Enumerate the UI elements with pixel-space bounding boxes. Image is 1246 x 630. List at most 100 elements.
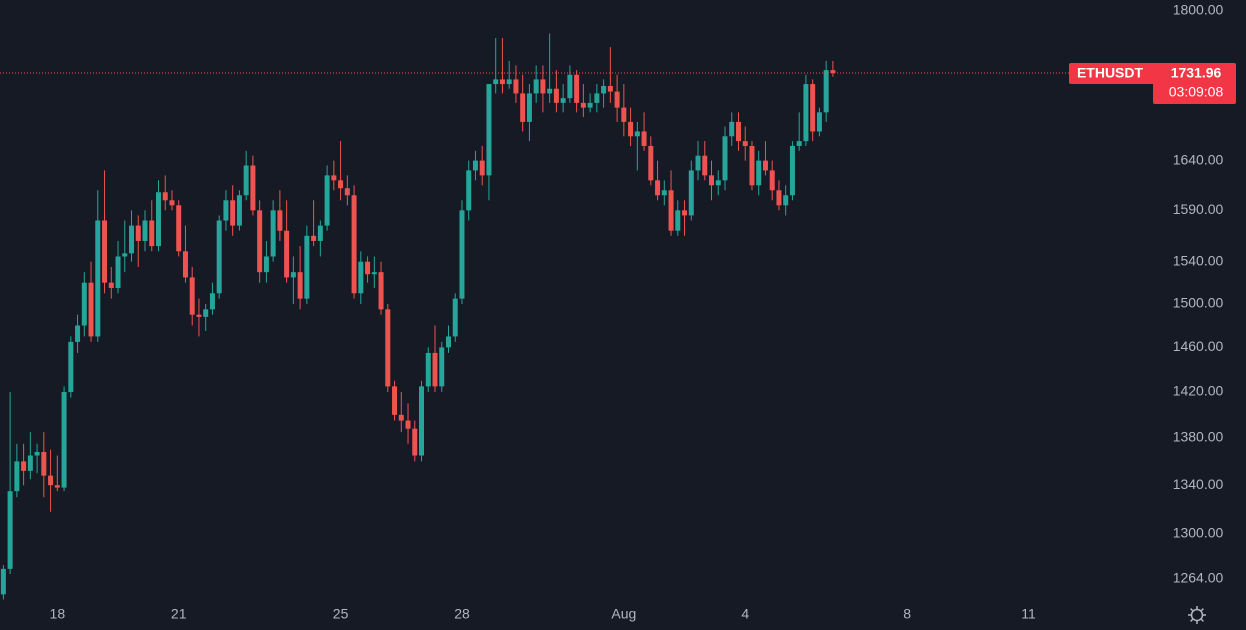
candle-body <box>405 420 411 429</box>
candle-body <box>284 230 290 278</box>
candle-body <box>641 131 647 146</box>
candle-body <box>742 141 748 146</box>
candle-body <box>68 341 74 393</box>
candle-body <box>27 455 33 471</box>
candle-body <box>155 192 161 247</box>
candle-body <box>209 293 215 310</box>
candle-body <box>263 256 269 273</box>
candle-body <box>445 336 451 348</box>
candle-body <box>358 261 364 294</box>
x-tick-label: 18 <box>50 606 66 622</box>
candle-body <box>661 190 667 196</box>
candle-body <box>628 121 634 137</box>
candle-body <box>81 282 87 326</box>
candle-body <box>594 93 600 103</box>
candle-body <box>466 170 472 211</box>
candle-body <box>452 298 458 337</box>
candle-body <box>574 74 580 103</box>
y-tick-label: 1500.00 <box>1173 295 1224 311</box>
candle-body <box>756 160 762 186</box>
settings-ring[interactable] <box>1190 608 1204 622</box>
candle-body <box>816 112 822 132</box>
candle-body <box>236 195 242 226</box>
candle-body <box>486 84 492 176</box>
x-tick-label: Aug <box>611 606 636 622</box>
candle-body <box>385 309 391 387</box>
candle-body <box>317 225 323 241</box>
candle-body <box>250 165 256 211</box>
candle-body <box>675 210 681 231</box>
candle-body <box>432 352 438 387</box>
candle-body <box>365 261 371 275</box>
candle-body <box>142 220 148 241</box>
candle-body <box>668 190 674 231</box>
candle-body <box>601 85 607 94</box>
y-tick-label: 1640.00 <box>1173 151 1224 167</box>
candle-body <box>439 347 445 387</box>
candle-body <box>392 386 398 415</box>
y-tick-label: 1800.00 <box>1173 2 1224 18</box>
candle-body <box>533 79 539 94</box>
candle-body <box>655 180 661 196</box>
candle-body <box>547 88 553 94</box>
symbol-tag-bg <box>1069 62 1236 84</box>
candle-body <box>776 190 782 206</box>
candle-body <box>735 121 741 142</box>
y-tick-label: 1300.00 <box>1173 525 1224 541</box>
candle-body <box>169 200 175 206</box>
candle-body <box>135 225 141 241</box>
candle-body <box>614 91 620 108</box>
candle-body <box>830 70 836 73</box>
candle-body <box>499 79 505 85</box>
countdown-label: 03:09:08 <box>1169 84 1224 100</box>
candle-body <box>122 253 128 257</box>
candle-body <box>48 475 54 486</box>
candle-body <box>297 272 303 299</box>
candle-body <box>695 155 701 171</box>
candle-body <box>709 175 715 186</box>
candle-body <box>331 175 337 181</box>
y-tick-label: 1590.00 <box>1173 201 1224 217</box>
candle-body <box>230 200 236 226</box>
candle-body <box>88 282 94 337</box>
candle-body <box>351 195 357 294</box>
candle-body <box>621 107 627 122</box>
candle-body <box>749 145 755 186</box>
candle-body <box>257 210 263 273</box>
candle-body <box>553 88 559 103</box>
settings-spokes[interactable] <box>1188 606 1206 624</box>
candle-body <box>560 98 566 103</box>
candle-body <box>371 272 377 275</box>
candle-body <box>398 414 404 421</box>
candle-body <box>176 205 182 252</box>
candle-body <box>472 160 478 171</box>
y-tick-label: 1460.00 <box>1173 338 1224 354</box>
candle-body <box>587 102 593 108</box>
candle-body <box>203 309 209 317</box>
candle-body <box>34 451 40 456</box>
symbol-label: ETHUSDT <box>1077 65 1144 81</box>
settings-icon[interactable] <box>1188 606 1206 624</box>
candle-body <box>54 485 60 488</box>
candle-body <box>338 180 344 189</box>
x-tick-label: 8 <box>903 606 911 622</box>
candle-body <box>0 568 6 595</box>
candle-body <box>223 200 229 221</box>
candle-body <box>526 93 532 122</box>
y-tick-label: 1264.00 <box>1173 570 1224 586</box>
x-tick-label: 25 <box>333 606 349 622</box>
x-tick-label: 28 <box>454 606 470 622</box>
candle-body <box>796 141 802 146</box>
candle-body <box>243 165 249 196</box>
overlay: 1800.00 1640.00 1590.00 1540.00 1500.00 1460.… <box>50 2 1236 624</box>
candle-body <box>149 220 155 247</box>
y-tick-label: 1540.00 <box>1173 252 1224 268</box>
candle-body <box>162 192 168 201</box>
candle-body <box>304 235 310 299</box>
candle-body <box>506 79 512 85</box>
candle-body <box>722 136 728 181</box>
y-tick-label: 1340.00 <box>1173 476 1224 492</box>
candle-body <box>270 210 276 257</box>
